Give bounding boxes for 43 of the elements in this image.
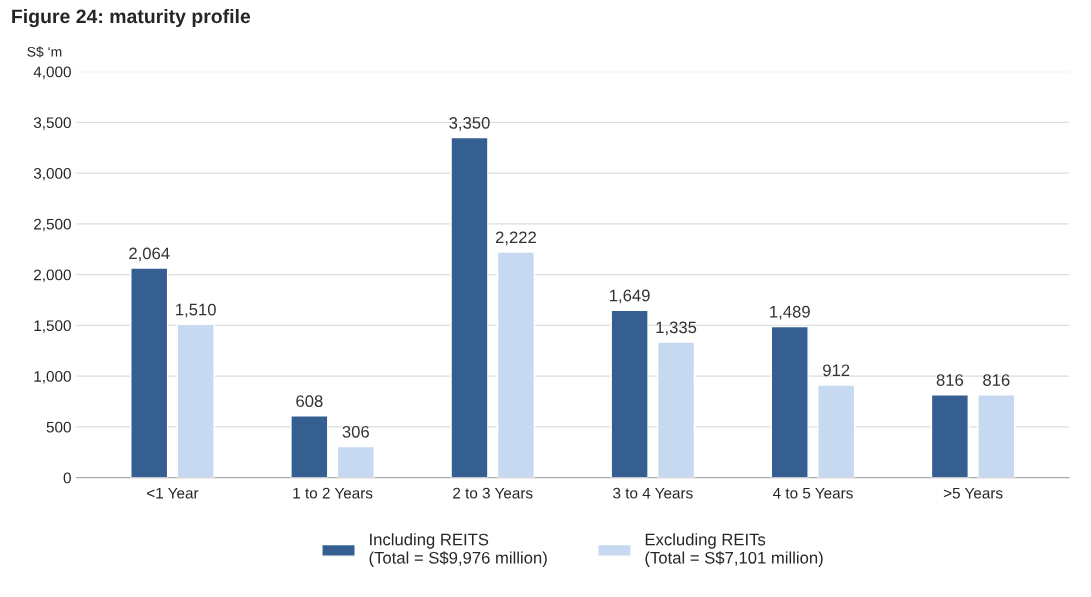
data-label: 816 bbox=[983, 374, 1010, 386]
data-label: 3,350 bbox=[449, 116, 490, 131]
bar bbox=[450, 136, 489, 478]
y-tick-label: 2,000 bbox=[34, 269, 71, 283]
y-tick-label: 0 bbox=[63, 472, 71, 484]
x-tick-label: 2 to 3 Years bbox=[453, 487, 533, 499]
x-tick-label: <1 Year bbox=[147, 487, 199, 499]
bar bbox=[977, 394, 1016, 478]
x-tick-label: >5 Years bbox=[943, 487, 1003, 499]
legend-label: Excluding REITs (Total = S$7,101 million) bbox=[645, 533, 823, 567]
bar bbox=[610, 309, 649, 478]
bar bbox=[656, 341, 696, 478]
x-tick-label: 4 to 5 Years bbox=[772, 487, 853, 499]
data-label: 1,335 bbox=[656, 321, 697, 336]
y-axis-title: S$ ‘m bbox=[27, 46, 62, 58]
bar bbox=[336, 445, 375, 478]
data-label: 608 bbox=[296, 395, 323, 408]
data-label: 306 bbox=[342, 425, 369, 438]
data-label: 912 bbox=[823, 364, 850, 377]
y-tick-label: 500 bbox=[46, 421, 71, 433]
y-tick-label: 3,500 bbox=[33, 117, 71, 130]
y-tick-label: 1,500 bbox=[34, 320, 71, 333]
bar bbox=[130, 267, 169, 478]
data-label: 2,064 bbox=[129, 247, 170, 262]
bar bbox=[176, 323, 215, 478]
bar bbox=[930, 394, 969, 478]
chart-title: Figure 24: maturity profile bbox=[12, 8, 251, 28]
y-tick-label: 2,500 bbox=[34, 218, 71, 232]
y-tick-label: 3,000 bbox=[33, 168, 71, 181]
data-label: 2,222 bbox=[495, 231, 536, 246]
x-tick-label: 1 to 2 Years bbox=[293, 487, 373, 499]
data-label: 1,649 bbox=[610, 289, 650, 304]
data-label: 1,510 bbox=[176, 303, 216, 318]
data-label: 816 bbox=[936, 374, 964, 386]
y-tick-label: 4,000 bbox=[33, 66, 71, 80]
data-label: 1,489 bbox=[770, 305, 810, 320]
bar bbox=[290, 415, 329, 478]
bar bbox=[770, 325, 809, 478]
bar bbox=[496, 251, 536, 478]
x-tick-label: 3 to 4 Years bbox=[613, 487, 693, 499]
bar bbox=[817, 384, 856, 478]
legend-label: Including REITS (Total = S$9,976 million) bbox=[369, 533, 547, 567]
y-tick-label: 1,000 bbox=[34, 370, 71, 384]
